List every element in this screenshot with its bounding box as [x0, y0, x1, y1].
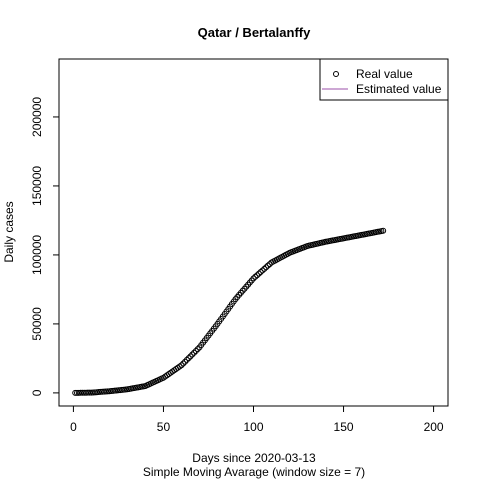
data-point-real-value	[187, 353, 194, 360]
data-point-real-value	[180, 360, 187, 367]
x-axis-label: Days since 2020-03-13	[192, 451, 316, 465]
data-point-real-value	[189, 351, 196, 358]
y-axis-label: Daily cases	[2, 201, 16, 262]
y-tick-label: 100000	[30, 235, 44, 275]
x-axis-subtitle: Simple Moving Avarage (window size = 7)	[143, 465, 365, 479]
x-tick-label: 0	[70, 420, 77, 434]
data-point-real-value	[192, 347, 199, 354]
x-tick-label: 100	[243, 420, 263, 434]
data-point-real-value	[380, 227, 387, 234]
data-point-real-value	[194, 346, 201, 353]
plot-frame	[58, 58, 449, 407]
data-point-real-value	[182, 358, 189, 365]
x-tick-label: 50	[157, 420, 171, 434]
y-axis: 0 50000 100000 150000 200000	[30, 97, 60, 396]
data-points	[72, 227, 387, 396]
y-tick-label: 50000	[30, 307, 44, 341]
y-tick-label: 150000	[30, 166, 44, 206]
data-point-real-value	[252, 273, 259, 280]
data-point-real-value	[183, 356, 190, 363]
data-point-real-value	[178, 362, 185, 369]
legend-box	[319, 58, 449, 101]
y-tick-label: 200000	[30, 97, 44, 137]
legend: Real value Estimated value	[319, 58, 449, 101]
data-point-real-value	[255, 270, 262, 277]
legend-marker-real-value	[333, 71, 339, 77]
data-point-real-value	[261, 265, 268, 272]
chart-title: Qatar / Bertalanffy	[198, 25, 311, 40]
data-point-real-value	[257, 269, 264, 276]
data-point-real-value	[259, 267, 266, 274]
data-point-real-value	[185, 355, 192, 362]
legend-label-estimated-value: Estimated value	[356, 82, 442, 96]
data-point-real-value	[191, 349, 198, 356]
data-point-real-value	[250, 275, 257, 282]
x-tick-label: 150	[334, 420, 354, 434]
x-axis: 0 50 100 150 200	[70, 405, 444, 434]
data-point-real-value	[263, 264, 270, 271]
x-tick-label: 200	[424, 420, 444, 434]
y-tick-label: 0	[30, 389, 44, 396]
legend-label-real-value: Real value	[356, 67, 413, 81]
data-point-real-value	[254, 272, 261, 279]
data-point-real-value	[264, 262, 271, 269]
